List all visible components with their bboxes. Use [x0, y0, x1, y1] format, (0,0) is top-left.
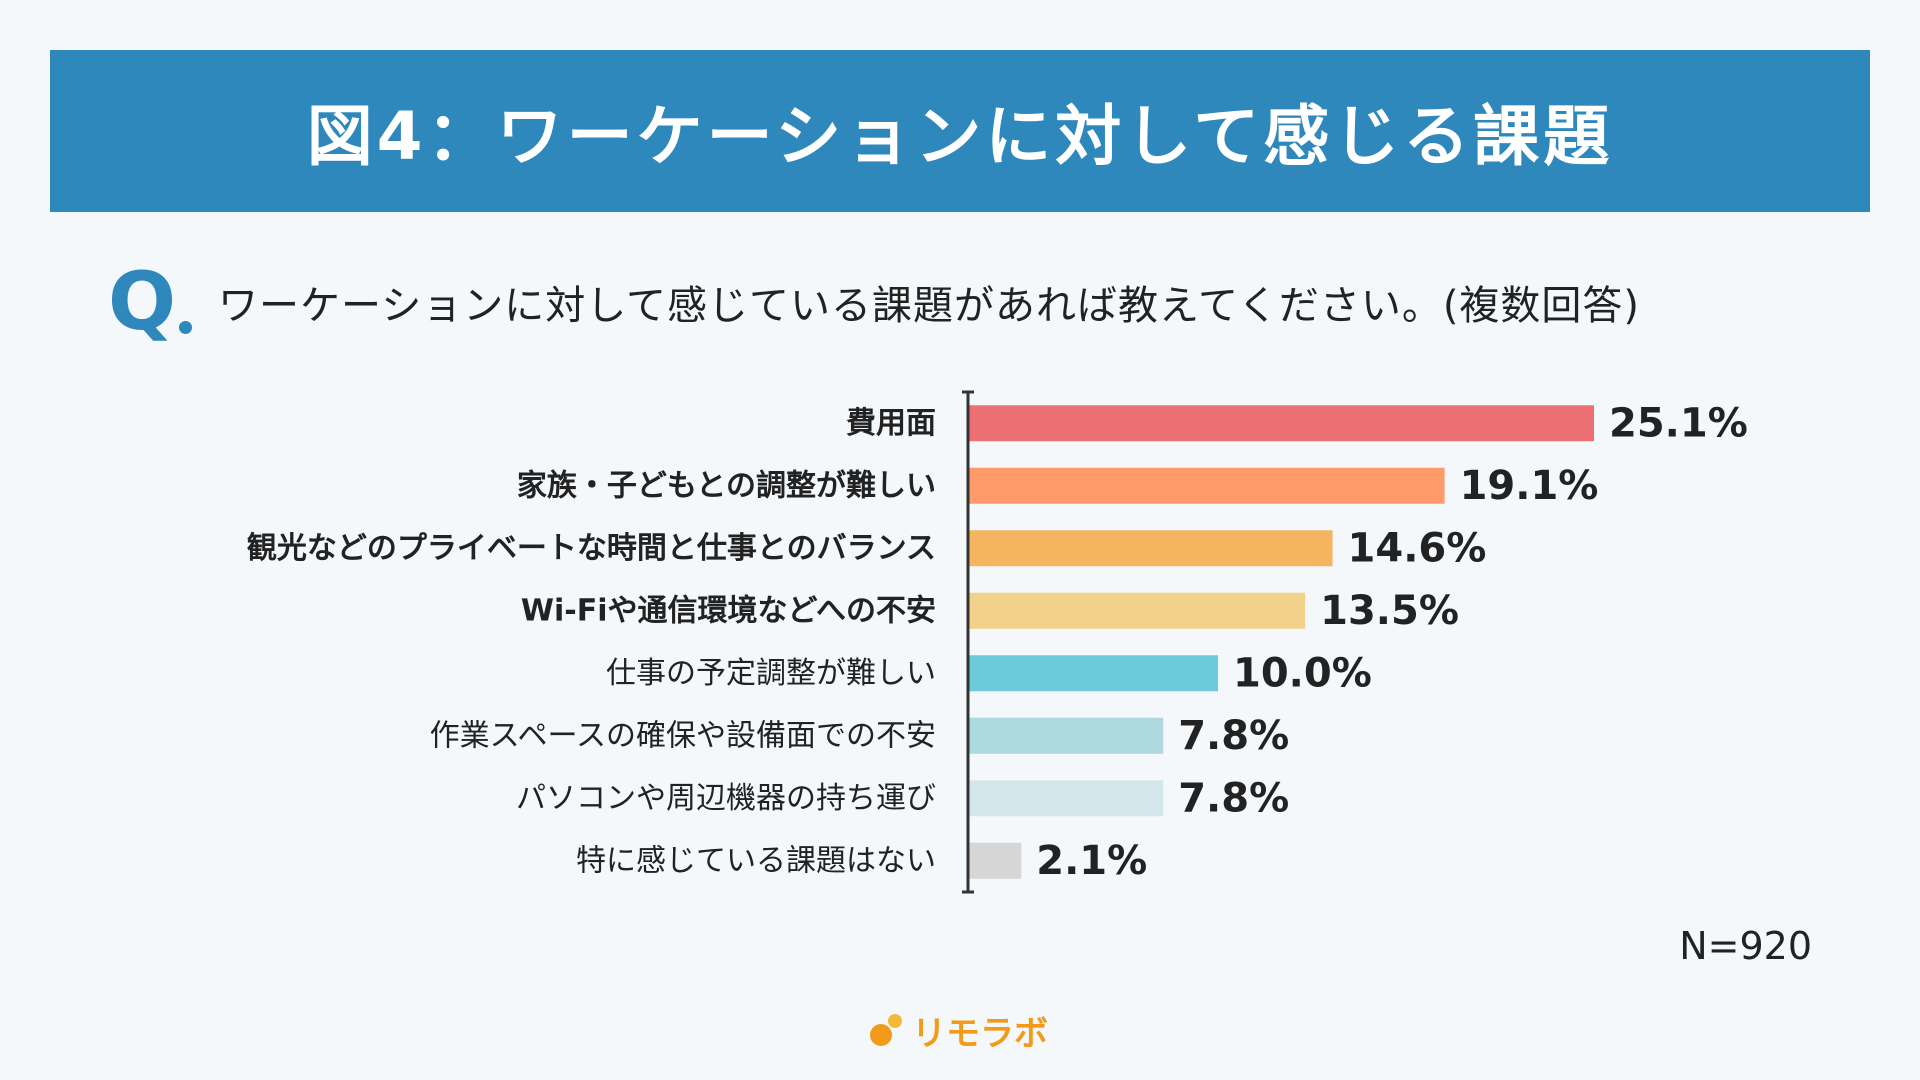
bar — [969, 467, 1445, 504]
category-label: パソコンや周辺機器の持ち運び — [516, 781, 936, 816]
brand-name: リモラボ — [912, 1013, 1048, 1054]
bar — [969, 530, 1333, 567]
value-label: 25.1% — [1609, 400, 1748, 446]
category-label: 仕事の予定調整が難しい — [606, 656, 936, 691]
question-block: Q ワーケーションに対して感じている課題があれば教えてください。(複数回答) — [108, 262, 1640, 342]
brand-dots-icon — [870, 1012, 906, 1048]
value-label: 7.8% — [1178, 775, 1289, 821]
value-label: 19.1% — [1460, 463, 1599, 509]
title-banner: 図4：ワーケーションに対して感じる課題 — [50, 50, 1870, 212]
bar — [969, 780, 1164, 817]
value-label: 7.8% — [1178, 713, 1289, 759]
value-label: 13.5% — [1320, 588, 1459, 634]
bar — [969, 405, 1594, 442]
category-label: 家族・子どもとの調整が難しい — [517, 468, 936, 503]
value-label: 14.6% — [1348, 525, 1487, 571]
bar — [969, 655, 1219, 692]
category-label: Wi-Fiや通信環境などへの不安 — [521, 593, 936, 628]
question-mark-icon: Q — [108, 262, 193, 342]
category-label: 作業スペースの確保や設備面での不安 — [430, 718, 936, 753]
value-label: 2.1% — [1036, 838, 1147, 884]
bar — [969, 717, 1164, 754]
question-dot — [179, 321, 193, 334]
sample-size: N=920 — [1679, 924, 1812, 968]
value-label: 10.0% — [1233, 650, 1372, 696]
question-text: ワーケーションに対して感じている課題があれば教えてください。(複数回答) — [218, 283, 1641, 329]
category-label: 観光などのプライベートな時間と仕事とのバランス — [247, 531, 936, 566]
category-label: 特に感じている課題はない — [576, 843, 936, 878]
bar — [969, 842, 1022, 879]
bar — [969, 592, 1306, 629]
category-label: 費用面 — [846, 406, 936, 441]
chart-title: 図4：ワーケーションに対して感じる課題 — [306, 98, 1614, 175]
brand-logo: リモラボ — [870, 1005, 1048, 1055]
question-mark-label: Q — [108, 255, 177, 348]
